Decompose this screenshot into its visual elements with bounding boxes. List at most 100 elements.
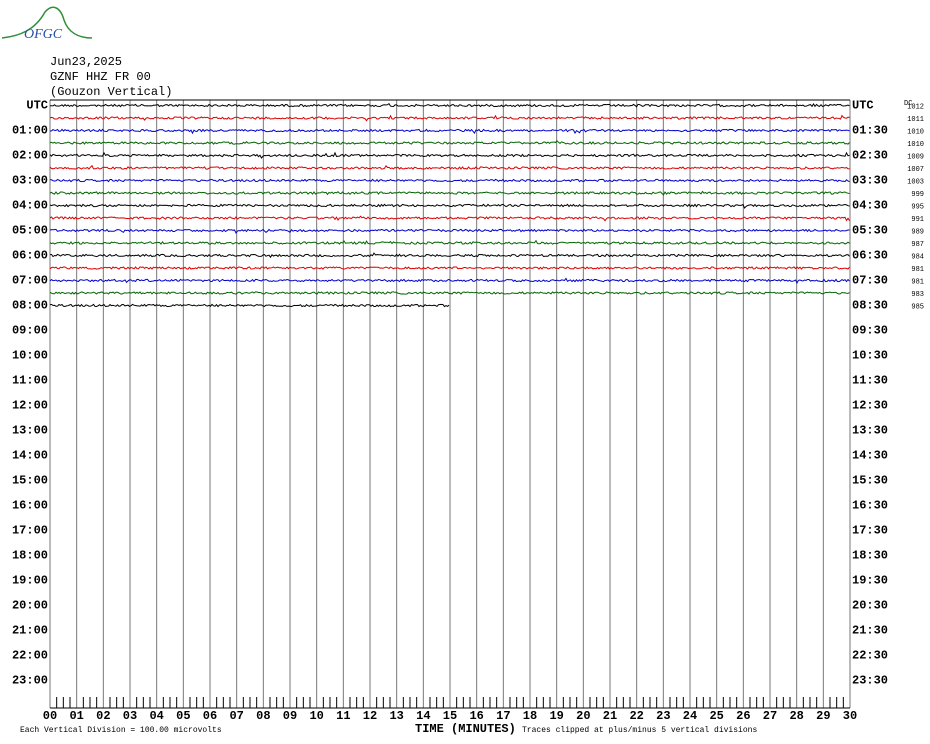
left-time-label: 14:00 [12, 449, 48, 463]
left-time-label: 16:00 [12, 499, 48, 513]
note: Traces clipped at plus/minus 5 vertical … [522, 726, 757, 735]
x-axis-label: TIME (MINUTES) [415, 722, 516, 736]
left-time-label: 10:00 [12, 349, 48, 363]
trace [49, 239, 850, 245]
trace [49, 266, 850, 270]
dc-value: 983 [911, 291, 924, 299]
x-tick-label: 13 [389, 709, 403, 723]
left-time-label: 18:00 [12, 549, 48, 563]
right-time-label: 19:30 [852, 574, 888, 588]
dc-value: 1012 [907, 103, 924, 111]
x-tick-label: 08 [256, 709, 270, 723]
trace [49, 190, 850, 196]
left-time-label: 12:00 [12, 399, 48, 413]
dc-value: 991 [911, 216, 924, 224]
x-tick-label: 24 [683, 709, 697, 723]
x-tick-label: 30 [843, 709, 857, 723]
logo-text: OFGC [24, 27, 63, 42]
left-time-label: 08:00 [12, 299, 48, 313]
left-time-label: 07:00 [12, 274, 48, 288]
x-tick-label: 11 [336, 709, 350, 723]
left-time-label: 23:00 [12, 674, 48, 688]
trace [49, 164, 850, 170]
dc-value: 1003 [907, 178, 924, 186]
left-time-label: 20:00 [12, 599, 48, 613]
right-time-label: 02:30 [852, 149, 888, 163]
logo: OFGC [1, 6, 93, 42]
dc-value: 1010 [907, 128, 924, 136]
right-time-label: 07:30 [852, 274, 888, 288]
dc-value: 985 [911, 303, 924, 311]
right-time-label: 05:30 [852, 224, 888, 238]
trace [49, 151, 850, 159]
right-time-label: UTC [852, 99, 874, 113]
dc-header: DC [904, 100, 912, 108]
x-tick-label: 03 [123, 709, 137, 723]
right-time-label: 18:30 [852, 549, 888, 563]
left-time-label: 11:00 [12, 374, 48, 388]
left-time-label: UTC [26, 99, 48, 113]
right-time-label: 21:30 [852, 624, 888, 638]
x-tick-label: 04 [149, 709, 163, 723]
left-time-label: 06:00 [12, 249, 48, 263]
left-time-label: 02:00 [12, 149, 48, 163]
right-time-label: 22:30 [852, 649, 888, 663]
logo-curve [1, 6, 93, 39]
left-time-label: 21:00 [12, 624, 48, 638]
left-time-label: 15:00 [12, 474, 48, 488]
x-tick-label: 28 [789, 709, 803, 723]
right-time-label: 16:30 [852, 499, 888, 513]
note: Each Vertical Division = 100.00 microvol… [20, 726, 222, 735]
right-time-label: 10:30 [852, 349, 888, 363]
x-tick-label: 05 [176, 709, 190, 723]
x-tick-label: 20 [576, 709, 590, 723]
left-time-label: 09:00 [12, 324, 48, 338]
left-time-label: 04:00 [12, 199, 48, 213]
title-line: Jun23,2025 [50, 55, 122, 69]
x-tick-label: 01 [69, 709, 83, 723]
left-time-label: 05:00 [12, 224, 48, 238]
dc-value: 995 [911, 203, 924, 211]
x-tick-label: 12 [363, 709, 377, 723]
trace [49, 215, 850, 222]
x-tick-label: 21 [603, 709, 617, 723]
trace [49, 114, 850, 122]
x-tick-label: 14 [416, 709, 430, 723]
x-tick-label: 10 [309, 709, 323, 723]
trace [49, 203, 850, 209]
dc-value: 981 [911, 278, 924, 286]
trace [49, 128, 850, 135]
x-tick-label: 02 [96, 709, 110, 723]
trace [49, 291, 850, 295]
x-tick-label: 00 [43, 709, 57, 723]
trace [49, 303, 450, 308]
right-time-label: 14:30 [852, 449, 888, 463]
right-time-label: 04:30 [852, 199, 888, 213]
left-time-label: 22:00 [12, 649, 48, 663]
x-tick-label: 23 [656, 709, 670, 723]
right-time-label: 08:30 [852, 299, 888, 313]
right-time-label: 09:30 [852, 324, 888, 338]
dc-value: 984 [911, 253, 924, 261]
right-time-label: 17:30 [852, 524, 888, 538]
x-tick-label: 07 [229, 709, 243, 723]
dc-value: 1009 [907, 153, 924, 161]
left-time-label: 03:00 [12, 174, 48, 188]
x-tick-label: 15 [443, 709, 457, 723]
trace [49, 228, 850, 234]
dc-value: 981 [911, 266, 924, 274]
left-time-label: 13:00 [12, 424, 48, 438]
right-time-label: 12:30 [852, 399, 888, 413]
x-tick-label: 16 [469, 709, 483, 723]
x-tick-label: 17 [496, 709, 510, 723]
dc-value: 987 [911, 241, 924, 249]
dc-value: 989 [911, 228, 924, 236]
right-time-label: 20:30 [852, 599, 888, 613]
right-time-label: 11:30 [852, 374, 888, 388]
trace [49, 140, 850, 145]
dc-value: 1011 [907, 116, 924, 124]
trace [49, 252, 850, 259]
trace [49, 277, 850, 284]
right-time-label: 03:30 [852, 174, 888, 188]
